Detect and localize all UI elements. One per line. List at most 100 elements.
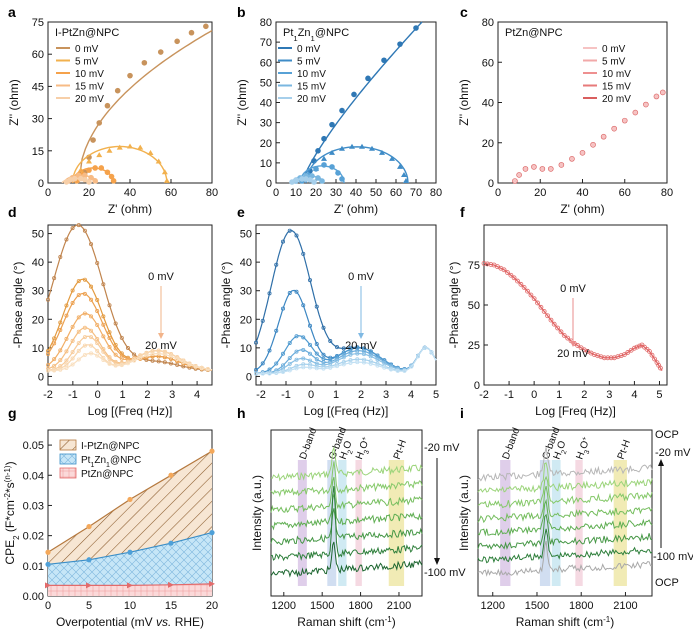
data-point xyxy=(361,360,366,365)
data-point xyxy=(119,335,124,340)
y-tick-label: 15 xyxy=(32,146,44,158)
data-point xyxy=(516,172,522,178)
data-point xyxy=(632,345,637,351)
data-point xyxy=(307,365,312,370)
legend-label: 5 mV xyxy=(75,57,99,68)
data-point xyxy=(86,582,92,589)
data-point xyxy=(260,361,265,366)
data-point xyxy=(168,581,174,588)
spectrum-trace xyxy=(477,513,653,550)
data-point xyxy=(71,175,78,182)
data-point xyxy=(653,93,660,100)
y-tick-label: 0.03 xyxy=(23,500,44,512)
data-point xyxy=(95,337,100,342)
legend-label: 5 mV xyxy=(602,57,626,68)
data-point xyxy=(188,29,195,36)
legend-swatch xyxy=(59,439,77,451)
data-point xyxy=(307,351,312,356)
data-point xyxy=(339,145,345,151)
x-tick-label: 1500 xyxy=(310,600,334,612)
data-point xyxy=(90,137,96,143)
legend-label: PtZn@NPC xyxy=(81,469,133,480)
data-point xyxy=(389,155,395,161)
data-point xyxy=(538,304,544,310)
data-point xyxy=(608,355,614,361)
panel-letter-b: b xyxy=(237,4,246,20)
sample-title-part: PtZn@NPC xyxy=(505,27,563,39)
data-point xyxy=(590,141,596,148)
data-point xyxy=(634,344,640,350)
y-tick-label: 50 xyxy=(468,300,480,312)
y-axis-label: Z'' (ohm) xyxy=(457,79,471,126)
data-point xyxy=(127,549,133,555)
x-axis-label: Raman shift (cm-1) xyxy=(516,615,614,630)
spectrum-trace xyxy=(477,485,653,524)
data-point xyxy=(45,582,51,589)
data-point xyxy=(150,349,155,354)
data-point xyxy=(209,448,215,454)
legend-label-part: I-PtZn@NPC xyxy=(81,441,140,452)
data-point xyxy=(95,260,100,265)
annotation-arrowhead xyxy=(570,341,576,347)
x-tick-label: 30 xyxy=(330,187,342,199)
data-point xyxy=(119,363,124,368)
y-tick-label: 0 xyxy=(246,371,252,383)
data-point xyxy=(125,346,130,351)
band-label-part: + xyxy=(360,435,368,441)
data-point xyxy=(168,540,174,546)
x-tick-label: -2 xyxy=(43,389,53,401)
data-point xyxy=(632,109,639,116)
data-point xyxy=(187,362,192,367)
data-point xyxy=(341,353,346,358)
data-point xyxy=(413,25,419,31)
y-tick-label: 0 xyxy=(38,371,44,383)
data-point xyxy=(113,321,118,326)
y-tick-label: 40 xyxy=(482,98,494,110)
x-tick-label: 5 xyxy=(656,389,662,401)
data-point xyxy=(301,303,306,308)
data-point xyxy=(659,89,666,96)
annotation-arrowhead xyxy=(658,459,664,466)
y-tick-label: 10 xyxy=(260,158,272,170)
data-point xyxy=(113,346,118,351)
y-axis-label: -Phase angle (°) xyxy=(219,262,233,349)
data-point xyxy=(52,368,57,373)
x-tick-label: 50 xyxy=(370,187,382,199)
annotation-top: 0 mV xyxy=(148,271,174,283)
data-point xyxy=(361,357,366,362)
data-point xyxy=(545,313,550,319)
data-point xyxy=(561,332,567,338)
data-point xyxy=(95,323,100,328)
data-point xyxy=(46,297,51,302)
data-point xyxy=(348,352,353,357)
data-point xyxy=(409,364,414,369)
legend-label: 20 mV xyxy=(602,94,631,105)
axes-frame xyxy=(47,224,213,386)
data-point xyxy=(339,107,345,114)
data-point xyxy=(267,371,272,376)
y-tick-label: 25 xyxy=(468,340,480,352)
data-point xyxy=(89,335,94,340)
data-point xyxy=(368,351,373,356)
data-point xyxy=(328,361,333,366)
data-point xyxy=(287,340,292,345)
data-point xyxy=(361,346,366,351)
data-point xyxy=(548,166,554,172)
data-point xyxy=(415,354,420,359)
data-point xyxy=(70,338,75,343)
data-point xyxy=(76,293,81,298)
spectrum-trace xyxy=(477,462,653,493)
fit-line xyxy=(305,146,409,184)
data-point xyxy=(150,351,155,356)
series-line xyxy=(47,278,213,371)
band-label-part: Pt-H xyxy=(616,438,633,461)
x-tick-label: 1 xyxy=(556,389,562,401)
band-label-part: O xyxy=(342,439,355,450)
spectrum-trace xyxy=(270,508,423,546)
data-point xyxy=(314,357,319,362)
x-tick-label: 60 xyxy=(619,187,631,199)
